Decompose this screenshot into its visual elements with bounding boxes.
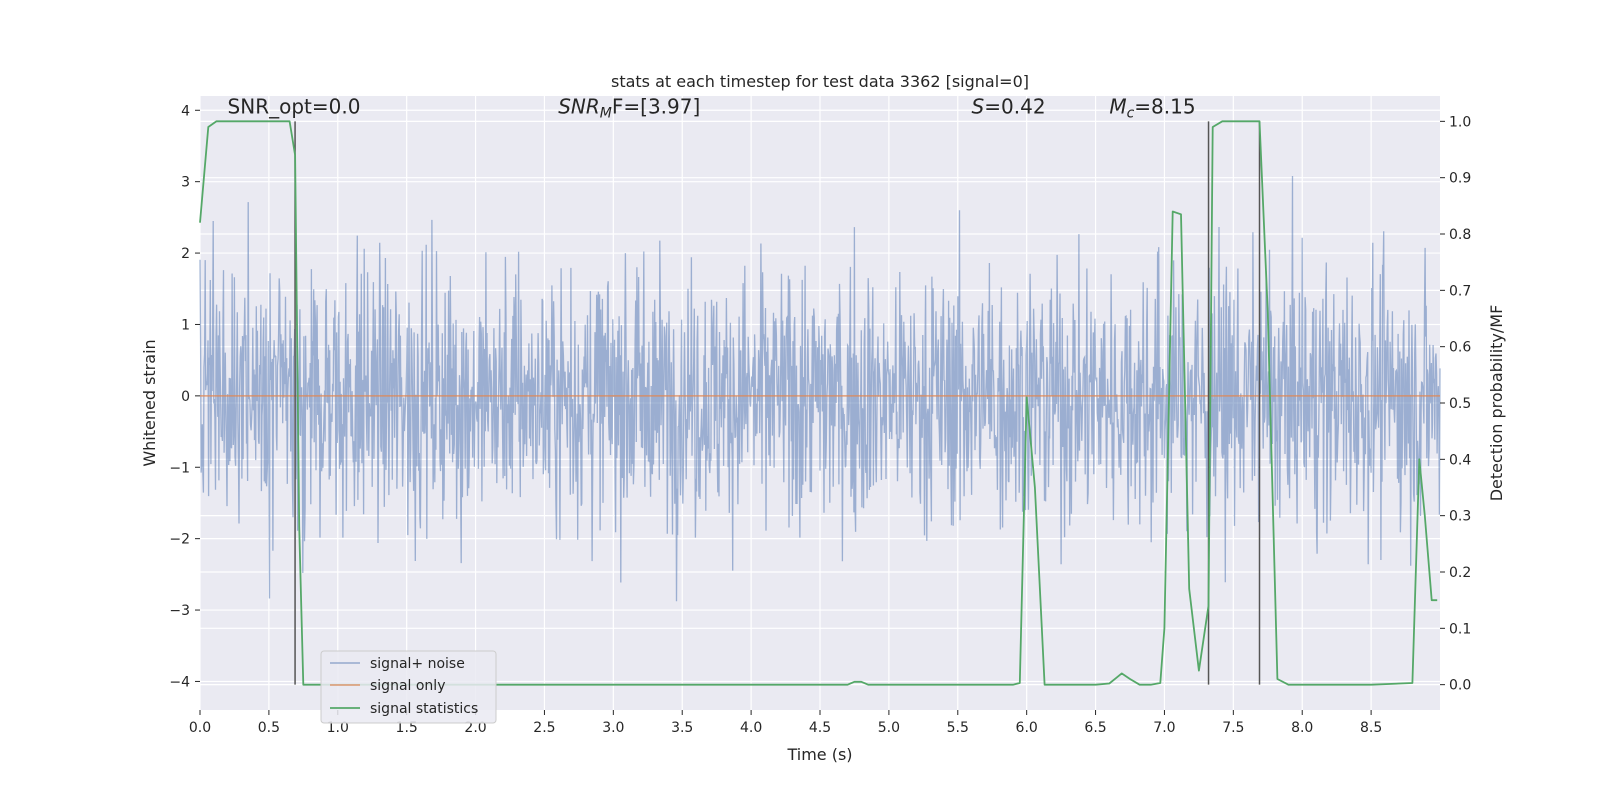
annotation-3: Mc=8.15: [1109, 95, 1195, 122]
y-left-tick-label-2: −2: [169, 532, 190, 548]
y-right-tick-label-3: 0.3: [1449, 509, 1471, 525]
legend-label-signal-only: signal only: [370, 678, 445, 694]
annotation-0: SNR_opt=0.0: [228, 95, 361, 119]
y-left-tick-label-5: 1: [181, 317, 190, 333]
x-tick-label-0: 0.0: [189, 720, 211, 736]
series-signal-statistics: [199, 120, 1438, 686]
y-left-tick-label-6: 2: [181, 246, 190, 262]
annotation-2: S=0.42: [972, 95, 1046, 119]
x-tick-label-12: 6.0: [1016, 720, 1038, 736]
x-tick-label-13: 6.5: [1084, 720, 1106, 736]
x-tick-label-3: 1.5: [396, 720, 418, 736]
y-left-tick-label-8: 4: [181, 103, 190, 119]
series-signal-noise: [199, 175, 1441, 602]
annotation-3-main: M: [1109, 95, 1126, 119]
y-right-tick-label-0: 0.0: [1449, 678, 1471, 694]
legend-label-signal-noise: signal+ noise: [370, 656, 465, 672]
x-axis-label: Time (s): [786, 745, 852, 764]
x-tick-label-9: 4.5: [809, 720, 831, 736]
x-tick-label-15: 7.5: [1222, 720, 1244, 736]
legend-label-signal-statistics: signal statistics: [370, 701, 478, 717]
x-tick-label-7: 3.5: [671, 720, 693, 736]
x-tick-label-11: 5.5: [947, 720, 969, 736]
x-tick-label-2: 1.0: [327, 720, 349, 736]
annotation-1: SNRMF=[3.97]: [558, 95, 700, 122]
y-left-tick-label-3: −1: [169, 460, 190, 476]
stats-trace: [199, 120, 1438, 686]
annotation-1-sub: M: [600, 106, 612, 122]
y-right-axis-label: Detection probability/MF: [1487, 305, 1506, 502]
x-tick-label-6: 3.0: [602, 720, 624, 736]
annotation-3-sub: c: [1127, 106, 1135, 122]
x-tick-label-10: 5.0: [878, 720, 900, 736]
x-tick-label-17: 8.5: [1360, 720, 1382, 736]
y-left-tick-label-1: −3: [169, 603, 190, 619]
y-right-tick-label-1: 0.1: [1449, 621, 1471, 637]
chart-title: stats at each timestep for test data 336…: [611, 72, 1029, 91]
x-axis-ticks: 0.0 0.5 1.0 1.5 2.0 2.5 3.0 3.5 4.0 4.5 5.0 5.5 6.0 6…: [189, 710, 1382, 736]
legend: signal+ noise signal only signal statist…: [320, 650, 497, 724]
y-right-axis-ticks: 0.0 0.1 0.2 0.3 0.4 0.5 0.6 0.7 0.8 0.9 1.0: [1440, 114, 1471, 694]
y-right-tick-label-6: 0.6: [1449, 340, 1471, 356]
y-right-tick-label-5: 0.5: [1449, 396, 1471, 412]
annotations: SNR_opt=0.0 SNRMF=[3.97] S=0.42 Mc=8.15: [228, 95, 1196, 122]
y-left-tick-label-7: 3: [181, 175, 190, 191]
annotation-1-main: SNR: [558, 95, 600, 119]
y-right-tick-label-9: 0.9: [1449, 171, 1471, 187]
annotation-2-main: S: [972, 95, 985, 119]
x-tick-label-4: 2.0: [464, 720, 486, 736]
y-right-tick-label-4: 0.4: [1449, 452, 1471, 468]
y-left-tick-label-4: 0: [181, 389, 190, 405]
y-left-axis-label: Whitened strain: [140, 339, 159, 466]
y-right-tick-label-10: 1.0: [1449, 114, 1471, 130]
noise-trace: [199, 175, 1441, 602]
x-tick-label-1: 0.5: [258, 720, 280, 736]
annotation-0-main: SNR_opt=0.0: [228, 95, 361, 119]
x-tick-label-8: 4.0: [740, 720, 762, 736]
x-tick-label-16: 8.0: [1291, 720, 1313, 736]
y-right-tick-label-7: 0.7: [1449, 283, 1471, 299]
y-right-tick-label-8: 0.8: [1449, 227, 1471, 243]
y-left-tick-label-0: −4: [169, 674, 190, 690]
y-left-axis-ticks: −4 −3 −2 −1 0 1 2 3 4: [169, 103, 200, 690]
legend-box: [320, 650, 497, 724]
x-tick-label-14: 7.0: [1153, 720, 1175, 736]
annotation-1-value: F=[3.97]: [612, 95, 700, 119]
annotation-3-value: =8.15: [1134, 95, 1195, 119]
annotation-2-value: =0.42: [984, 95, 1045, 119]
y-right-tick-label-2: 0.2: [1449, 565, 1471, 581]
x-tick-label-5: 2.5: [533, 720, 555, 736]
